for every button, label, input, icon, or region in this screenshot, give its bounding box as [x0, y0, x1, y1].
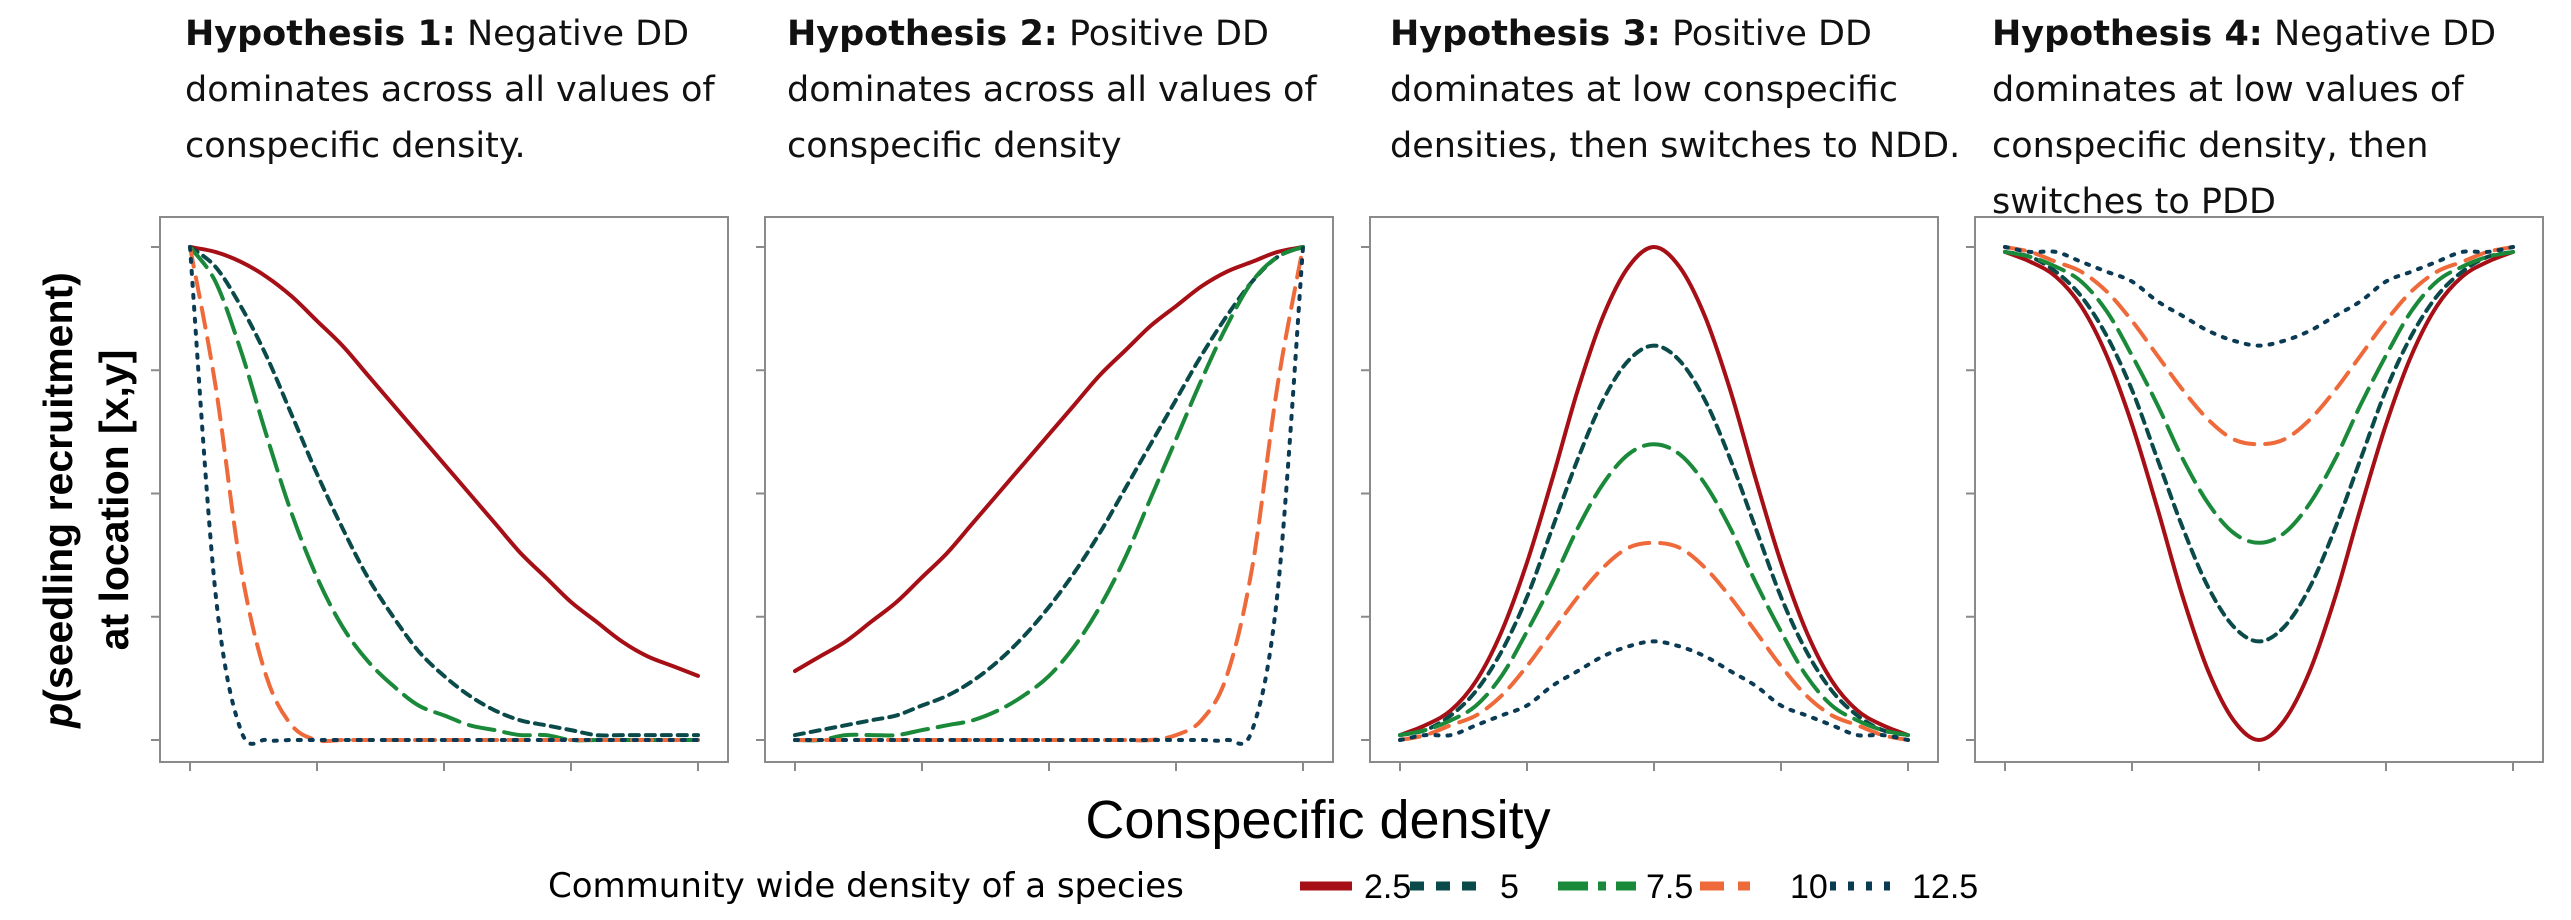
legend-title: Community wide density of a species: [548, 866, 1184, 906]
hypothesis-2-text: Positive DD dominates across all values …: [787, 14, 1317, 166]
series-line-5-h4: [2003, 249, 2515, 644]
series-line-7.5-h4: [2003, 249, 2515, 545]
series-line-2.5-h2: [793, 245, 1305, 673]
legend-label-10: 10: [1790, 868, 1828, 906]
series-line-2.5-h4: [2003, 249, 2515, 743]
panel-frame: [1974, 216, 2544, 763]
series-line-12.5-h1: [188, 245, 700, 746]
hypothesis-2-title: Hypothesis 2: Positive DD dominates acro…: [787, 6, 1347, 174]
series-line-2.5-h3: [1398, 244, 1910, 738]
panel-1: [151, 216, 729, 771]
hypothesis-4-label: Hypothesis 4:: [1992, 14, 2263, 54]
hypothesis-4-title: Hypothesis 4: Negative DD dominates at l…: [1992, 6, 2567, 230]
legend-label-12.5: 12.5: [1912, 868, 1978, 906]
series-line-10-h2: [793, 245, 1305, 743]
series-line-12.5-h4: [2003, 245, 2515, 348]
panel-3: [1361, 216, 1939, 771]
series-line-7.5-h2: [793, 245, 1305, 743]
hypothesis-1-text: Negative DD dominates across all values …: [185, 14, 715, 166]
series-line-10-h1: [188, 245, 700, 744]
legend-label-5: 5: [1500, 868, 1519, 906]
hypothesis-1-label: Hypothesis 1:: [185, 14, 456, 54]
hypothesis-3-label: Hypothesis 3:: [1390, 14, 1661, 54]
legend-label-2.5: 2.5: [1364, 868, 1411, 906]
series-line-12.5-h3: [1398, 639, 1910, 742]
series-line-5-h1: [188, 245, 700, 738]
series-line-7.5-h3: [1398, 442, 1910, 738]
series-line-12.5-h2: [793, 245, 1305, 746]
series-line-2.5-h1: [188, 245, 700, 678]
panel-4: [1966, 216, 2544, 771]
x-axis-label: Conspecific density: [1085, 790, 1550, 850]
series-line-7.5-h1: [188, 245, 700, 743]
panel-2: [756, 216, 1334, 771]
series-line-5-h3: [1398, 343, 1910, 738]
hypothesis-3-text: Positive DD dominates at low conspecific…: [1390, 14, 1961, 166]
panel-frame: [764, 216, 1334, 763]
hypothesis-3-title: Hypothesis 3: Positive DD dominates at l…: [1390, 6, 1970, 174]
legend: 2.5 5 7.5 10 12.5: [1300, 868, 1978, 906]
hypothesis-4-text: Negative DD dominates at low values of c…: [1992, 14, 2497, 222]
y-axis-label-line2: at location [x,y]: [91, 350, 137, 651]
series-line-5-h2: [793, 245, 1305, 738]
hypothesis-1-title: Hypothesis 1: Negative DD dominates acro…: [185, 6, 745, 174]
panel-frame: [1369, 216, 1939, 763]
legend-label-7.5: 7.5: [1646, 868, 1693, 906]
y-axis-label: p(seedling recruitment): [35, 272, 81, 729]
panel-frame: [159, 216, 729, 763]
hypothesis-2-label: Hypothesis 2:: [787, 14, 1058, 54]
